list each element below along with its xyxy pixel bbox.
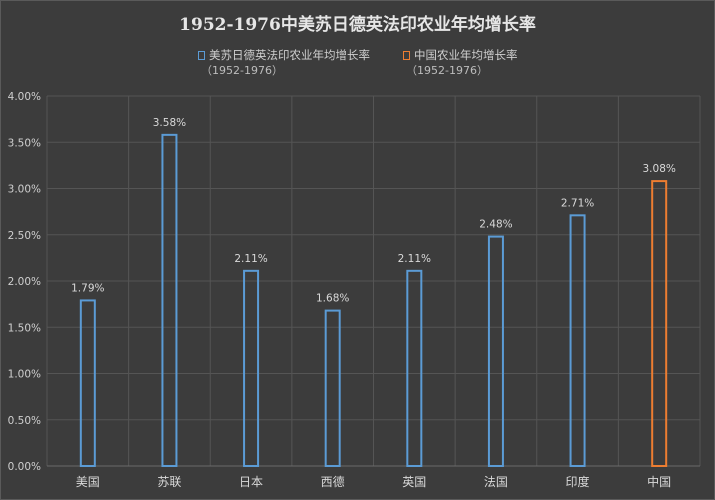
legend-sub-others: （1952-1976） bbox=[201, 64, 283, 77]
bar-others bbox=[161, 133, 178, 467]
y-tick-label: 0.50% bbox=[8, 415, 41, 427]
bar-china bbox=[651, 180, 668, 467]
x-tick-label: 日本 bbox=[239, 475, 263, 489]
legend-swatch-china bbox=[403, 51, 410, 60]
y-tick-label: 2.50% bbox=[8, 230, 41, 242]
y-tick-label: 3.50% bbox=[8, 137, 41, 149]
legend-swatch-others bbox=[198, 51, 205, 60]
legend-sub-china: （1952-1976） bbox=[406, 64, 488, 77]
x-tick-label: 中国 bbox=[647, 474, 671, 489]
data-label: 3.58% bbox=[153, 117, 186, 129]
bar-others bbox=[243, 269, 260, 468]
x-tick-label: 印度 bbox=[566, 474, 590, 489]
bar-others bbox=[569, 214, 586, 467]
chart-title: 1952-1976中美苏日德英法印农业年均增长率 bbox=[179, 15, 536, 35]
legend-item-others: 美苏日德英法印农业年均增长率 （1952-1976） bbox=[198, 47, 370, 79]
x-tick-label: 苏联 bbox=[157, 475, 181, 489]
bar-others bbox=[487, 235, 504, 467]
data-label: 2.11% bbox=[234, 253, 267, 265]
data-label: 2.48% bbox=[479, 219, 512, 231]
y-tick-label: 0.00% bbox=[8, 461, 41, 473]
data-label: 3.08% bbox=[643, 163, 676, 175]
legend-label-others: 美苏日德英法印农业年均增长率 bbox=[209, 48, 370, 62]
y-tick-label: 4.00% bbox=[8, 91, 41, 103]
data-label: 2.11% bbox=[398, 253, 431, 265]
legend-label-china: 中国农业年均增长率 bbox=[414, 48, 518, 62]
x-tick-label: 美国 bbox=[76, 475, 100, 489]
bar-others bbox=[324, 309, 341, 467]
data-label: 1.68% bbox=[316, 293, 349, 305]
y-tick-label: 2.00% bbox=[8, 276, 41, 288]
data-label: 2.71% bbox=[561, 197, 594, 209]
x-tick-label: 英国 bbox=[402, 475, 426, 489]
x-tick-label: 法国 bbox=[484, 475, 508, 489]
y-tick-label: 1.50% bbox=[8, 322, 41, 334]
data-label: 1.79% bbox=[71, 282, 104, 294]
bar-others bbox=[79, 299, 96, 467]
x-tick-label: 西德 bbox=[321, 474, 345, 489]
y-tick-label: 3.00% bbox=[8, 184, 41, 196]
legend-item-china: 中国农业年均增长率 （1952-1976） bbox=[403, 47, 518, 79]
y-tick-label: 1.00% bbox=[8, 369, 41, 381]
bar-others bbox=[406, 269, 423, 468]
